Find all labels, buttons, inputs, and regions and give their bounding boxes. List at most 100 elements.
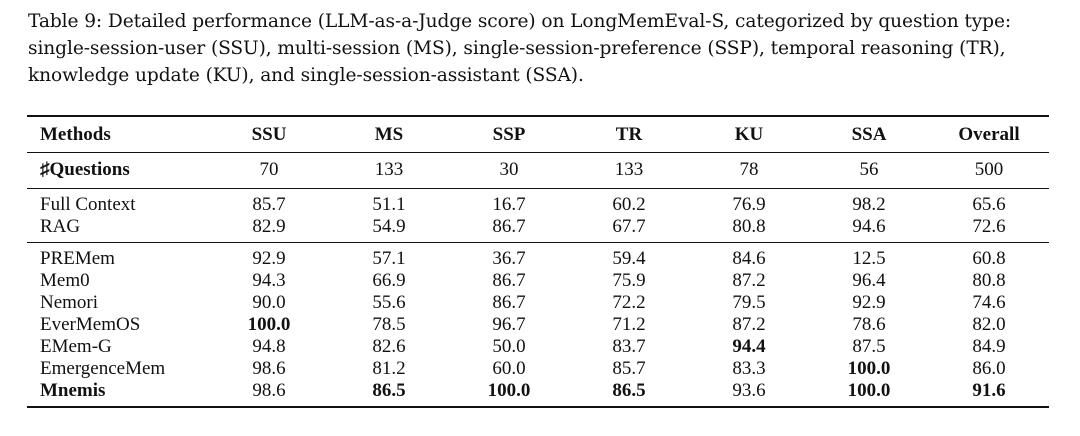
table-cell: 86.7: [492, 269, 526, 291]
column-header-ku: KU: [734, 124, 764, 146]
table-cell: 98.2: [852, 193, 886, 215]
header-row: Methods SSU MS SSP TR KU SSA Overall: [27, 116, 1049, 152]
table-cell: 67.7: [612, 215, 646, 237]
table-cell: 85.7: [612, 357, 646, 379]
column-header-ms: MS: [374, 124, 404, 146]
table-cell-best: 100.0: [847, 379, 891, 401]
table-cell: 87.5: [852, 335, 886, 357]
column-header-overall: Overall: [958, 124, 1020, 146]
table-row: EMem-G 94.8 82.6 50.0 83.7 94.4 87.5 84.…: [27, 336, 1049, 358]
method-name-ours: Mnemis: [40, 379, 106, 401]
table-cell-best: 100.0: [847, 357, 891, 379]
questions-label: ♯Questions: [40, 159, 130, 180]
table-row: EmergenceMem 98.6 81.2 60.0 85.7 83.3 10…: [27, 358, 1049, 380]
table-row-ours: Mnemis 98.6 86.5 100.0 86.5 93.6 100.0 9…: [27, 380, 1049, 407]
table-cell-best: 100.0: [247, 313, 291, 335]
table-cell: 71.2: [612, 313, 646, 335]
table-cell: 60.2: [612, 193, 646, 215]
table-cell: 84.6: [732, 247, 766, 269]
table-cell: 86.7: [492, 291, 526, 313]
table-cell: 85.7: [252, 193, 286, 215]
table-cell: 56: [859, 159, 879, 180]
table-cell: 82.6: [372, 335, 406, 357]
table-cell-best: 100.0: [487, 379, 531, 401]
table-cell: 83.7: [612, 335, 646, 357]
method-name: RAG: [40, 215, 81, 237]
questions-count-row: ♯Questions 70 133 30 133 78 56 500: [27, 152, 1049, 188]
table-cell: 90.0: [252, 291, 286, 313]
method-name: EmergenceMem: [40, 357, 166, 379]
table-cell: 500: [974, 159, 1004, 180]
table-cell: 80.8: [972, 269, 1006, 291]
table-cell: 78: [739, 159, 759, 180]
table-cell: 60.8: [972, 247, 1006, 269]
table-cell: 87.2: [732, 269, 766, 291]
table-cell: 30: [499, 159, 519, 180]
table-cell: 92.9: [852, 291, 886, 313]
table-row: Full Context 85.7 51.1 16.7 60.2 76.9 98…: [27, 188, 1049, 216]
results-table-container: Methods SSU MS SSP TR KU SSA Overall ♯Qu…: [27, 115, 1049, 408]
table-cell: 78.6: [852, 313, 886, 335]
table-cell: 76.9: [732, 193, 766, 215]
table-row: RAG 82.9 54.9 86.7 67.7 80.8 94.6 72.6: [27, 215, 1049, 242]
table-cell: 54.9: [372, 215, 406, 237]
column-header-tr: TR: [615, 124, 643, 146]
table-cell: 36.7: [492, 247, 526, 269]
table-cell: 59.4: [612, 247, 646, 269]
table-cell: 12.5: [852, 247, 886, 269]
table-cell-best: 86.5: [372, 379, 406, 401]
table-cell: 82.9: [252, 215, 286, 237]
method-name: Nemori: [40, 291, 99, 313]
table-cell: 98.6: [252, 379, 286, 401]
method-name: EMem-G: [40, 335, 112, 357]
method-name: PREMem: [40, 247, 115, 269]
table-cell: 16.7: [492, 193, 526, 215]
column-header-methods: Methods: [40, 124, 111, 146]
table-cell: 50.0: [492, 335, 526, 357]
method-name: Full Context: [40, 193, 136, 215]
table-cell: 83.3: [732, 357, 766, 379]
table-cell: 78.5: [372, 313, 406, 335]
table-cell: 70: [259, 159, 279, 180]
table-cell: 66.9: [372, 269, 406, 291]
table-cell: 93.6: [732, 379, 766, 401]
table-cell: 72.6: [972, 215, 1006, 237]
table-cell: 96.7: [492, 313, 526, 335]
table-cell: 80.8: [732, 215, 766, 237]
table-cell: 60.0: [492, 357, 526, 379]
table-cell: 98.6: [252, 357, 286, 379]
column-header-ssa: SSA: [851, 124, 887, 146]
table-cell-best: 91.6: [972, 379, 1006, 401]
table-cell: 86.0: [972, 357, 1006, 379]
table-cell: 72.2: [612, 291, 646, 313]
table-cell: 81.2: [372, 357, 406, 379]
table-cell-best: 86.5: [612, 379, 646, 401]
table-cell: 57.1: [372, 247, 406, 269]
table-row: PREMem 92.9 57.1 36.7 59.4 84.6 12.5 60.…: [27, 242, 1049, 270]
table-cell: 51.1: [372, 193, 406, 215]
table-cell: 79.5: [732, 291, 766, 313]
table-caption: Table 9: Detailed performance (LLM-as-a-…: [28, 11, 1012, 86]
table-row: Nemori 90.0 55.6 86.7 72.2 79.5 92.9 74.…: [27, 292, 1049, 314]
column-header-ssp: SSP: [492, 124, 526, 146]
method-name: EverMemOS: [40, 313, 141, 335]
table-cell: 86.7: [492, 215, 526, 237]
table-cell: 75.9: [612, 269, 646, 291]
table-cell: 92.9: [252, 247, 286, 269]
table-cell: 94.3: [252, 269, 286, 291]
results-table: Methods SSU MS SSP TR KU SSA Overall ♯Qu…: [27, 115, 1049, 408]
table-cell: 82.0: [972, 313, 1006, 335]
column-header-ssu: SSU: [251, 124, 287, 146]
table-row: Mem0 94.3 66.9 86.7 75.9 87.2 96.4 80.8: [27, 270, 1049, 292]
table-cell: 94.8: [252, 335, 286, 357]
table-row: EverMemOS 100.0 78.5 96.7 71.2 87.2 78.6…: [27, 314, 1049, 336]
table-cell: 96.4: [852, 269, 886, 291]
table-cell: 133: [374, 159, 404, 180]
table-cell: 55.6: [372, 291, 406, 313]
table-cell: 94.6: [852, 215, 886, 237]
table-cell: 65.6: [972, 193, 1006, 215]
method-name: Mem0: [40, 269, 90, 291]
table-cell: 133: [614, 159, 644, 180]
table-cell: 87.2: [732, 313, 766, 335]
table-cell: 84.9: [972, 335, 1006, 357]
